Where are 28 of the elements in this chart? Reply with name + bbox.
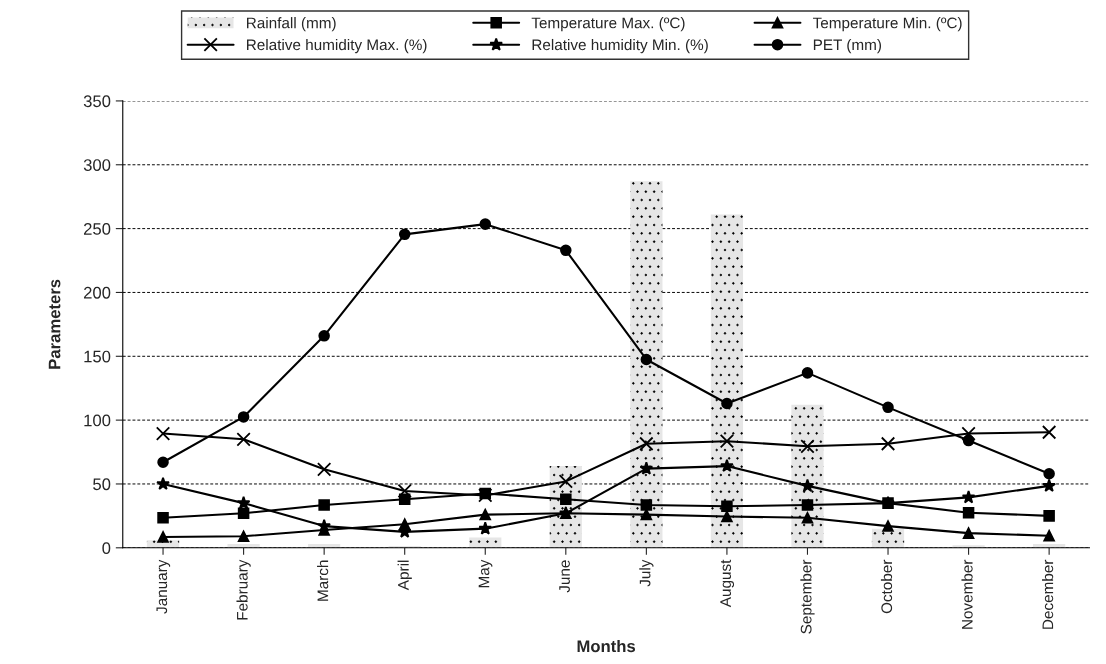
legend-label: Relative humidity Max. (%) <box>247 38 427 54</box>
x-tick-label: December <box>1042 559 1054 629</box>
x-tick-label: October <box>880 559 893 614</box>
y-tick-label: 150 <box>84 350 111 363</box>
y-tick-label: 50 <box>93 478 111 491</box>
x-tick-label: February <box>236 559 251 620</box>
y-tick-label: 200 <box>83 286 111 299</box>
legend-label: Temperature Min. (ºC) <box>812 17 962 32</box>
x-tick-label: May <box>478 559 493 588</box>
x-tick-label: August <box>720 559 735 608</box>
y-tick-label: 300 <box>83 159 111 171</box>
y-tick-label: 350 <box>83 95 111 108</box>
y-tick-label: 100 <box>84 414 111 427</box>
x-tick-label: September <box>800 559 815 634</box>
legend-label: PET (mm) <box>813 38 882 54</box>
x-tick-label: April <box>397 560 412 591</box>
x-tick-label: March <box>317 560 329 601</box>
legend-label: Rainfall (mm) <box>247 17 336 32</box>
x-tick-label: July <box>639 559 654 587</box>
x-axis-title: Months <box>577 639 636 653</box>
legend-label: Temperature Max. (ºC) <box>531 17 685 32</box>
y-tick-label: 250 <box>83 223 111 235</box>
y-axis-title: Parameters <box>48 279 61 369</box>
legend-label: Relative humidity Min. (%) <box>532 38 708 54</box>
y-tick-label: 0 <box>102 542 111 554</box>
x-tick-label: January <box>156 559 171 614</box>
x-tick-label: June <box>559 560 570 593</box>
x-tick-label: November <box>961 559 973 629</box>
